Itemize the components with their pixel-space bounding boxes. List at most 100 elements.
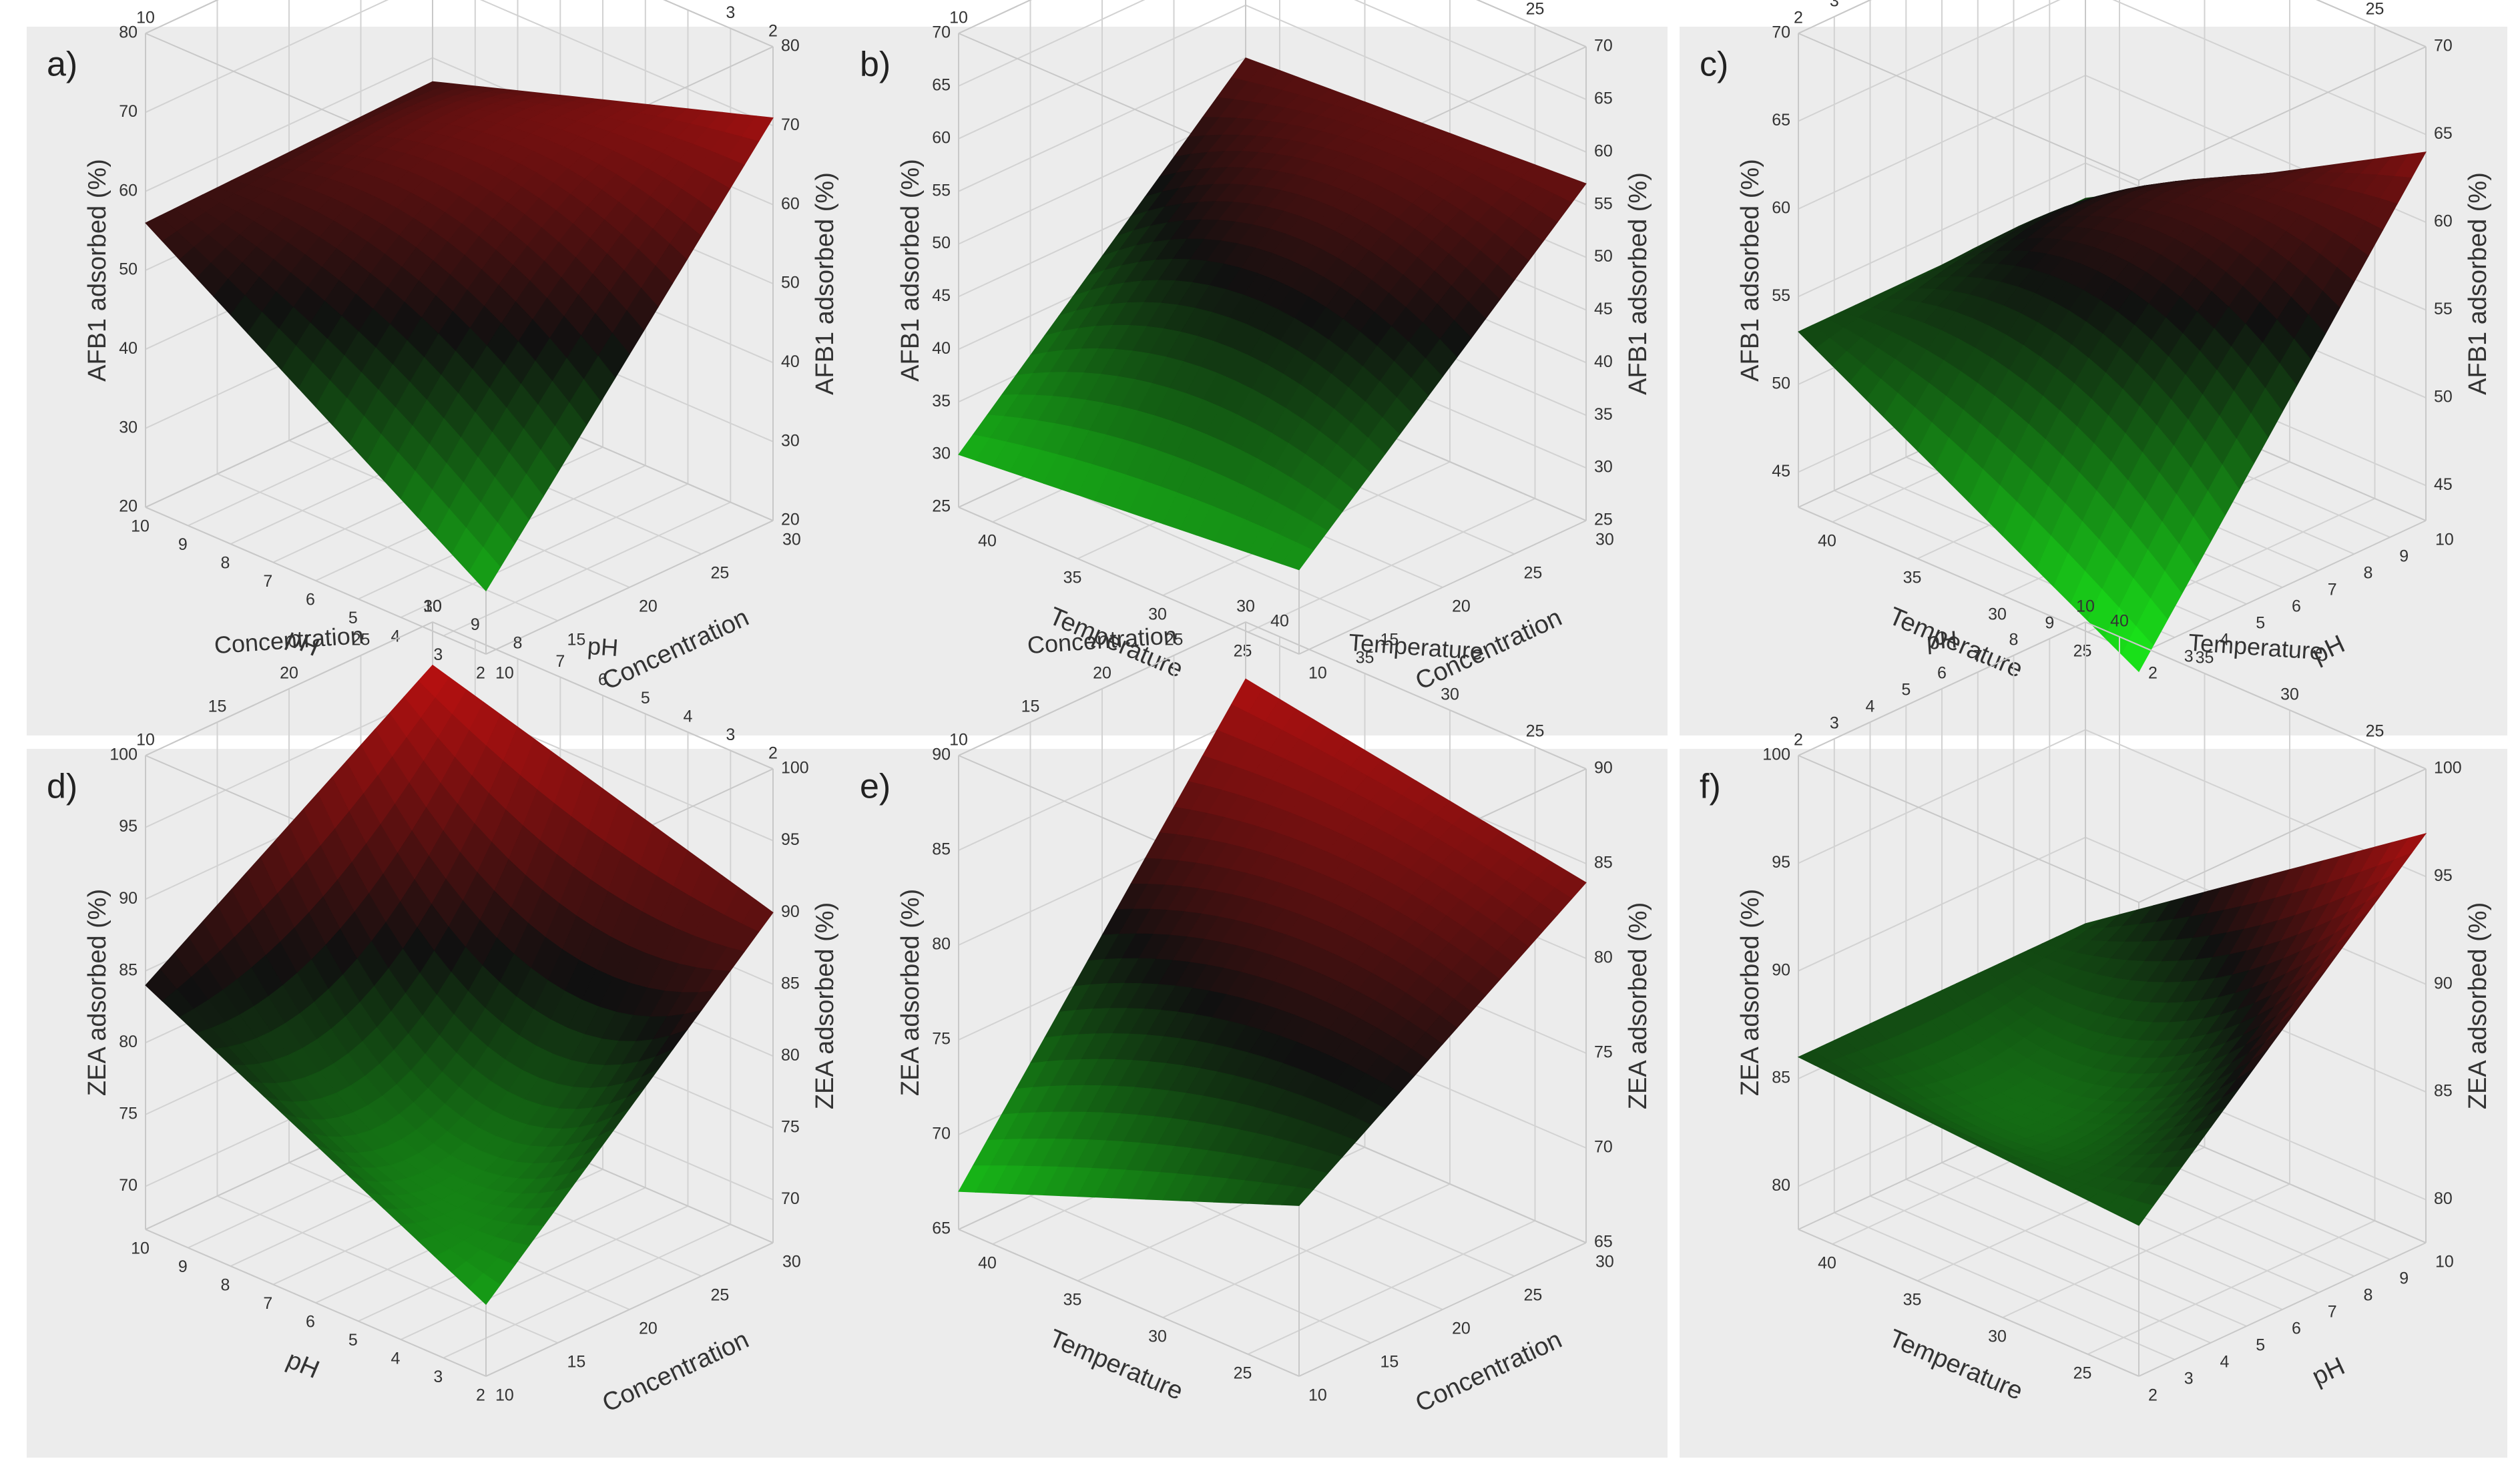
z-tick-right: 65 (1594, 89, 1613, 108)
z-tick-left: 20 (119, 497, 138, 516)
floor-grid-line (1030, 1195, 1371, 1344)
z-tick-left: 85 (119, 960, 138, 979)
a-tick-bottom: 10 (131, 517, 150, 536)
a-tick-bottom: 6 (306, 1313, 315, 1332)
box-edge (2138, 1242, 2427, 1377)
z-tick-right: 65 (1594, 1233, 1613, 1251)
a-tick-top: 3 (726, 725, 735, 744)
b-tick-bottom: 10 (2435, 1253, 2454, 1271)
z-tick-right: 55 (2434, 300, 2453, 318)
floor-grid-line (1834, 1212, 2176, 1360)
box-edge (1798, 755, 2139, 903)
panel-label: d) (47, 768, 77, 806)
b-axis-title-top: pH (1925, 625, 1958, 655)
b-tick-top: 30 (1236, 597, 1255, 616)
a-tick-top: 25 (1526, 0, 1545, 19)
box-edge (958, 621, 1246, 756)
z-tick-left: 50 (119, 260, 138, 279)
z-tick-left: 50 (932, 234, 951, 252)
z-tick-right: 60 (2434, 212, 2453, 231)
panel-label: a) (47, 45, 77, 84)
z-tick-left: 40 (932, 339, 951, 358)
a-tick-bottom: 3 (433, 645, 443, 664)
a-tick-bottom: 35 (1903, 1291, 1922, 1309)
z-axis-title-left: ZEA adsorbed (%) (897, 889, 925, 1096)
a-tick-bottom: 7 (263, 572, 272, 591)
a-tick-bottom: 30 (1988, 1328, 2007, 1346)
a-tick-top: 25 (1526, 722, 1545, 741)
b-tick-top: 10 (2076, 597, 2095, 616)
a-tick-bottom: 30 (1148, 605, 1167, 624)
b-tick-bottom: 6 (2292, 597, 2301, 616)
a-tick-top: 8 (513, 634, 523, 653)
b-tick-bottom: 30 (782, 531, 801, 549)
z-tick-right: 85 (2434, 1082, 2453, 1101)
b-tick-bottom: 8 (2364, 1286, 2373, 1305)
panels: 20 20 30 30 40 40 50 50 60 60 70 70 80 80 AFB1 adsorbe… (27, 0, 2507, 1458)
b-tick-bottom: 20 (1452, 1319, 1471, 1338)
z-tick-left: 60 (119, 181, 138, 200)
b-tick-bottom: 4 (2220, 631, 2230, 649)
box-edge (2138, 768, 2427, 903)
wall-grid-line (1245, 4, 1587, 153)
a-tick-top: 5 (641, 689, 650, 707)
panel-a: 20 20 30 30 40 40 50 50 60 60 70 70 80 80 AFB1 adsorbe… (27, 0, 854, 736)
b-tick-top: 5 (1901, 681, 1911, 699)
z-tick-left: 65 (932, 1219, 951, 1238)
z-tick-right: 70 (2434, 37, 2453, 55)
b-tick-bottom: 10 (495, 1386, 514, 1405)
response-surface (958, 678, 1587, 1206)
z-tick-right: 60 (1594, 141, 1613, 160)
a-tick-bottom: 3 (433, 1368, 443, 1386)
b-tick-top: 15 (1021, 697, 1040, 716)
box-edge (145, 0, 219, 34)
b-tick-bottom: 2 (2148, 1386, 2158, 1405)
b-tick-top: 9 (2045, 614, 2054, 633)
a-tick-bottom: 30 (1148, 1328, 1167, 1346)
a-tick-bottom: 40 (1818, 1254, 1836, 1273)
a-tick-top: 9 (471, 615, 480, 634)
z-axis-title-left: AFB1 adsorbed (%) (897, 159, 925, 382)
surface-patch (2121, 625, 2154, 673)
z-tick-right: 55 (1594, 194, 1613, 213)
a-tick-bottom: 2 (476, 664, 485, 683)
wall-grid-line (145, 693, 433, 828)
b-tick-bottom: 30 (782, 1253, 801, 1271)
z-tick-right: 30 (1594, 458, 1613, 477)
z-tick-right: 70 (1594, 37, 1613, 55)
a-tick-top: 30 (1441, 685, 1459, 704)
z-tick-right: 25 (1594, 511, 1613, 529)
floor-grid-line (1905, 1179, 2247, 1327)
a-tick-top: 35 (1356, 649, 1374, 667)
floor-grid-line (1870, 1195, 2211, 1344)
z-tick-right: 85 (781, 974, 800, 992)
box-edge (485, 1242, 774, 1377)
a-tick-bottom: 10 (131, 1239, 150, 1258)
z-tick-right: 95 (2434, 866, 2453, 885)
b-tick-top: 30 (423, 597, 442, 616)
z-tick-left: 70 (119, 1176, 138, 1195)
wall-grid-line (1798, 162, 2086, 298)
a-tick-bottom: 7 (263, 1294, 272, 1313)
box-edge (1798, 621, 2086, 756)
z-tick-left: 85 (1772, 1069, 1790, 1087)
b-tick-top: 6 (1937, 664, 1947, 683)
z-axis-title-right: AFB1 adsorbed (%) (2464, 172, 2492, 395)
a-tick-top: 2 (768, 22, 778, 41)
a-tick-bottom: 4 (391, 1350, 401, 1368)
surface-patch (2121, 1200, 2154, 1226)
z-tick-left: 70 (932, 1125, 951, 1143)
a-tick-top: 3 (726, 3, 735, 22)
z-axis-title-right: AFB1 adsorbed (%) (1624, 172, 1652, 395)
b-tick-bottom: 10 (495, 664, 514, 683)
z-axis-title-left: ZEA adsorbed (%) (83, 889, 111, 1096)
panel-label: b) (860, 45, 891, 84)
z-tick-right: 95 (781, 830, 800, 849)
b-tick-bottom: 30 (1595, 531, 1614, 549)
z-tick-right: 100 (2434, 759, 2462, 778)
response-surface (1798, 152, 2427, 673)
b-tick-top: 10 (949, 9, 968, 27)
z-tick-left: 65 (932, 76, 951, 95)
z-tick-right: 80 (781, 37, 800, 55)
